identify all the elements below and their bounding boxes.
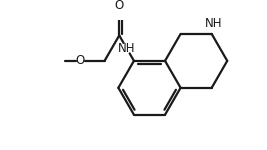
Text: O: O xyxy=(115,0,124,12)
Text: NH: NH xyxy=(118,42,135,55)
Text: NH: NH xyxy=(205,17,222,30)
Text: O: O xyxy=(76,54,85,67)
